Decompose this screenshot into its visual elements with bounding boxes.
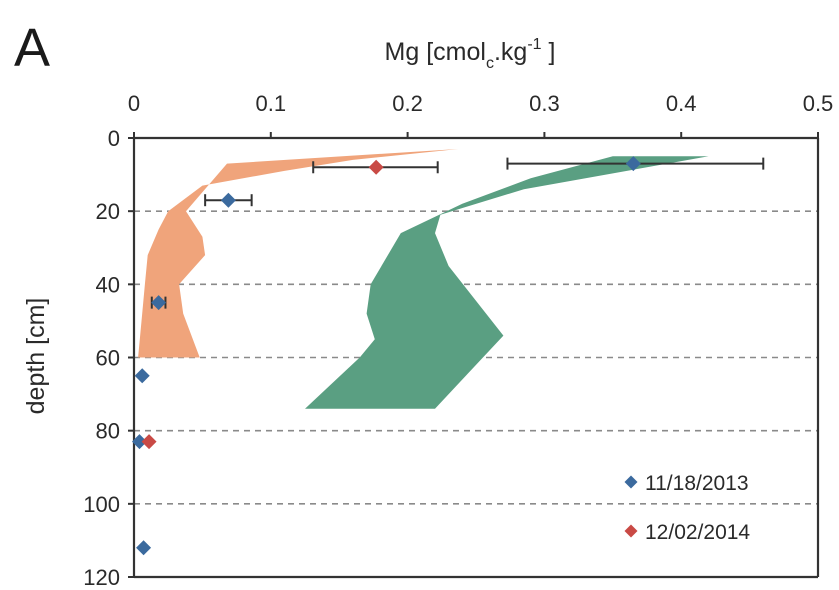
y-axis-title: depth [cm] <box>22 298 50 415</box>
range-bands <box>138 149 709 409</box>
x-tick-label: 0.5 <box>803 91 834 116</box>
y-tick-label: 100 <box>83 492 120 517</box>
y-tick-label: 20 <box>96 199 120 224</box>
range-band-1 <box>138 149 459 358</box>
y-tick-label: 120 <box>83 565 120 590</box>
x-axis-title-mid: .kg <box>494 38 527 66</box>
data-point-series-1 <box>220 192 236 208</box>
x-tick-label: 0.2 <box>392 91 423 116</box>
data-point-series-1 <box>134 368 150 384</box>
x-tick-label: 0 <box>128 91 140 116</box>
range-band-2 <box>305 156 709 409</box>
data-point-series-2 <box>368 159 384 175</box>
x-axis-title-end: ] <box>542 38 556 66</box>
y-tick-label: 0 <box>108 126 120 151</box>
data-point-series-1 <box>136 540 152 556</box>
axes <box>128 132 820 579</box>
x-axis-title-main: Mg [cmol <box>385 38 486 66</box>
legend-label-2: 12/02/2014 <box>645 521 750 544</box>
x-tick-label: 0.3 <box>529 91 560 116</box>
legend-marker-2 <box>624 524 638 538</box>
x-tick-label: 0.1 <box>256 91 287 116</box>
legend-label-1: 11/18/2013 <box>645 472 749 495</box>
x-axis-title-subscript: c <box>486 55 494 72</box>
x-axis-title-superscript: -1 <box>527 36 541 53</box>
y-tick-label: 40 <box>96 272 120 297</box>
data-point-series-2 <box>141 434 157 450</box>
x-tick-label: 0.4 <box>666 91 697 116</box>
y-tick-label: 80 <box>96 419 120 444</box>
data-point-series-1 <box>131 434 147 450</box>
legend: 11/18/2013 12/02/2014 <box>624 472 750 544</box>
data-point-series-1 <box>625 156 641 172</box>
legend-marker-1 <box>624 475 638 489</box>
data-points <box>131 156 765 556</box>
tick-labels: 0 0.1 0.2 0.3 0.4 0.5 0 20 40 60 80 100 120 <box>83 91 833 590</box>
panel-letter: A <box>14 18 50 78</box>
data-point-series-1 <box>151 295 167 311</box>
x-axis-title: Mg [cmolc.kg-1 ] <box>385 36 556 72</box>
y-tick-label: 60 <box>96 346 120 371</box>
